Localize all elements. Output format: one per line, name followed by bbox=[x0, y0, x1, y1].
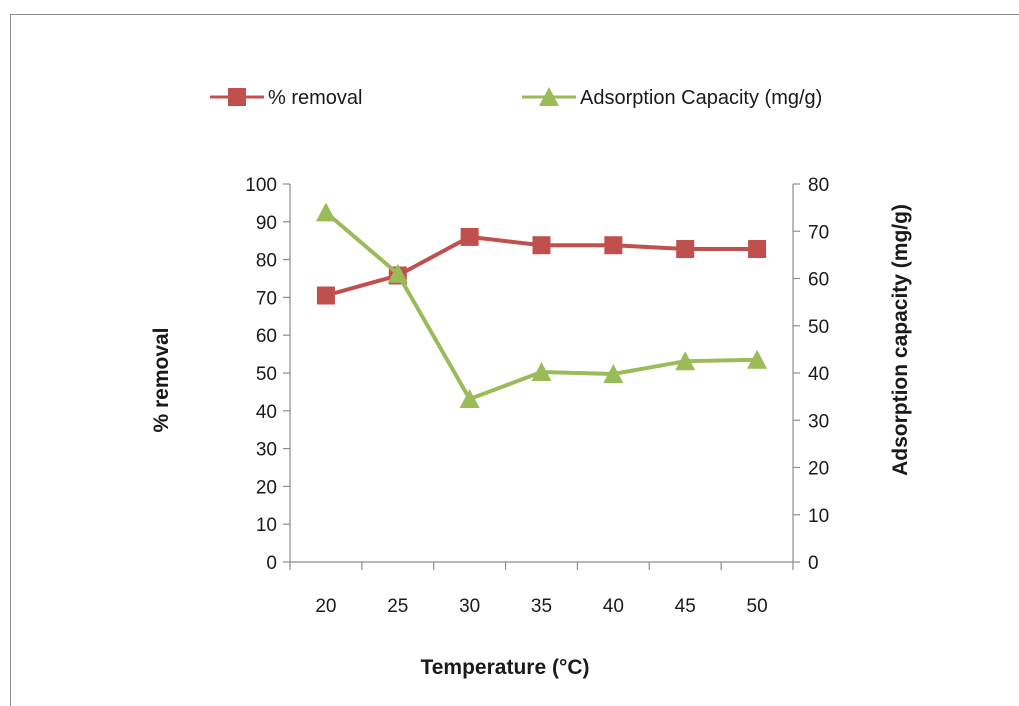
legend-item-removal: % removal bbox=[210, 87, 362, 109]
data-point-adsorption bbox=[315, 202, 336, 222]
y-right-tick-label: 40 bbox=[808, 364, 829, 385]
data-point-adsorption bbox=[459, 388, 480, 408]
x-tick-label: 35 bbox=[531, 596, 552, 617]
x-tick-label: 45 bbox=[675, 596, 696, 617]
data-point-removal bbox=[460, 227, 479, 246]
y-axis-right-title: Adsorption capacity (mg/g) bbox=[889, 204, 912, 476]
x-tick-label: 30 bbox=[459, 596, 480, 617]
x-axis-title: Temperature (°C) bbox=[420, 656, 589, 679]
y-right-tick-label: 10 bbox=[808, 506, 829, 527]
y-left-tick-label: 80 bbox=[256, 251, 277, 272]
y-right-tick-label: 30 bbox=[808, 411, 829, 432]
data-point-adsorption bbox=[603, 363, 624, 383]
x-tick-label: 40 bbox=[603, 596, 624, 617]
y-right-tick-label: 0 bbox=[808, 553, 819, 574]
y-right-tick-label: 50 bbox=[808, 317, 829, 338]
data-point-removal bbox=[748, 240, 767, 259]
y-left-tick-label: 70 bbox=[256, 288, 277, 309]
legend-label-removal: % removal bbox=[268, 87, 362, 109]
y-right-tick-label: 60 bbox=[808, 270, 829, 291]
x-tick-label: 50 bbox=[747, 596, 768, 617]
data-point-adsorption bbox=[675, 351, 696, 371]
data-point-adsorption bbox=[747, 349, 768, 369]
data-point-removal bbox=[676, 240, 695, 259]
legend-label-adsorption: Adsorption Capacity (mg/g) bbox=[580, 87, 822, 109]
y-left-tick-label: 50 bbox=[256, 364, 277, 385]
plot-area bbox=[315, 202, 768, 408]
y-left-tick-label: 40 bbox=[256, 402, 277, 423]
y-left-tick-label: 30 bbox=[256, 440, 277, 461]
y-left-tick-label: 90 bbox=[256, 213, 277, 234]
y-right-tick-label: 20 bbox=[808, 459, 829, 480]
y-right-tick-label: 80 bbox=[808, 175, 829, 196]
y-axis-left-title: % removal bbox=[150, 327, 173, 432]
data-point-adsorption bbox=[531, 362, 552, 382]
data-point-removal bbox=[604, 236, 623, 255]
y-right-tick-label: 70 bbox=[808, 222, 829, 243]
data-point-removal bbox=[316, 286, 335, 305]
y-left-tick-label: 60 bbox=[256, 326, 277, 347]
legend-item-adsorption: Adsorption Capacity (mg/g) bbox=[522, 87, 822, 109]
data-point-adsorption bbox=[387, 263, 408, 283]
y-left-tick-label: 20 bbox=[256, 477, 277, 498]
chart-frame bbox=[10, 14, 1019, 706]
y-left-tick-label: 0 bbox=[266, 553, 277, 574]
y-left-tick-label: 10 bbox=[256, 515, 277, 536]
y-left-tick-label: 100 bbox=[245, 175, 277, 196]
x-tick-label: 25 bbox=[387, 596, 408, 617]
axes: 0 10 20 30 40 50 60 70 80 90 100 0 10 20 30 40 50 60 70 80 2… bbox=[245, 175, 829, 617]
legend: % removal Adsorption Capacity (mg/g) bbox=[210, 87, 822, 109]
x-tick-label: 20 bbox=[315, 596, 336, 617]
data-point-removal bbox=[532, 236, 551, 255]
